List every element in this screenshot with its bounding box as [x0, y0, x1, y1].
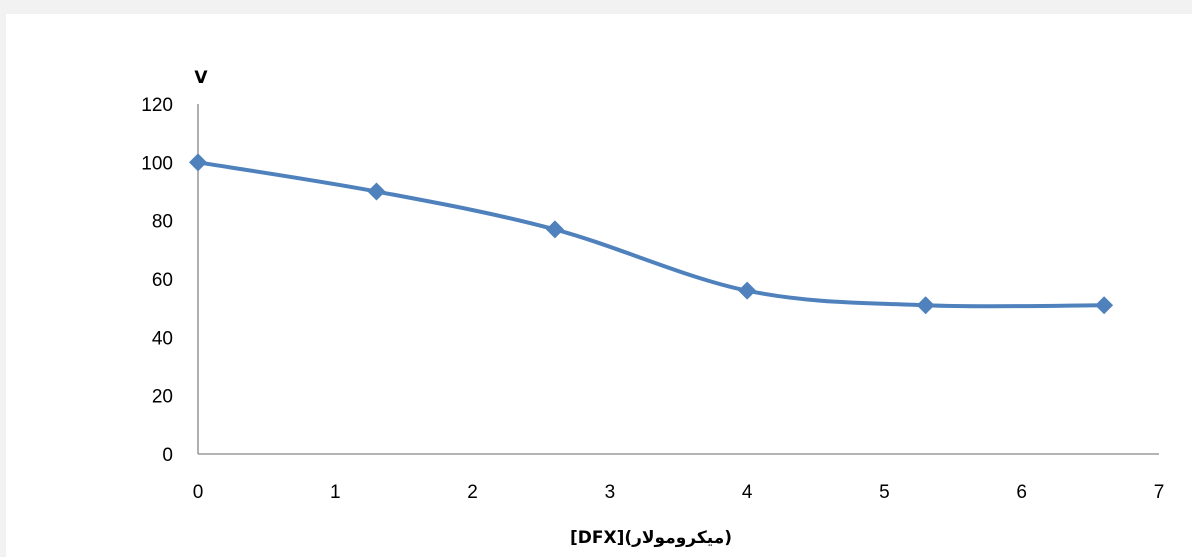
chart-panel	[6, 14, 1192, 557]
x-axis-title: [DFX](میکرومولار)	[570, 528, 732, 548]
series-line	[197, 160, 1105, 309]
x-tick-label: 1	[330, 482, 341, 503]
data-point-marker	[545, 220, 564, 239]
x-tick-label: 4	[742, 482, 753, 503]
y-axis-title: V	[194, 68, 208, 88]
data-point-marker	[916, 296, 935, 315]
x-tick-label: 0	[193, 482, 204, 503]
y-tick-label: 60	[152, 270, 173, 291]
x-tick-label: 3	[605, 482, 616, 503]
x-tick-label: 5	[879, 482, 890, 503]
y-tick-label: 20	[152, 387, 173, 408]
y-tick-labels: 0 20 40 60 80 100 120	[141, 95, 173, 466]
y-tick-label: 40	[152, 328, 173, 349]
x-tick-label: 2	[467, 482, 478, 503]
y-tick-label: 120	[141, 95, 173, 116]
y-tick-label: 100	[141, 153, 173, 174]
x-tick-label: 6	[1016, 482, 1027, 503]
series-group	[189, 153, 1114, 315]
y-tick-label: 80	[152, 212, 173, 233]
data-point-marker	[367, 182, 386, 201]
data-point-marker	[189, 153, 207, 172]
x-tick-label: 7	[1154, 482, 1165, 503]
x-tick-labels: 0 1 2 3 4 5 6 7	[193, 482, 1165, 503]
y-tick-label: 0	[162, 445, 173, 466]
data-point-marker	[738, 281, 757, 300]
data-point-marker	[1095, 296, 1114, 315]
